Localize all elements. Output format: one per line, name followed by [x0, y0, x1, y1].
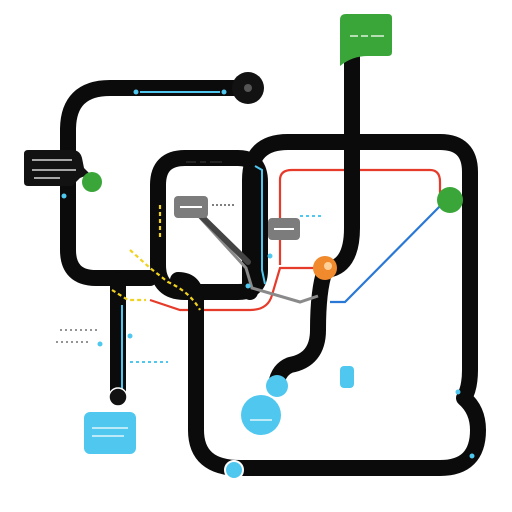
track-dot: [267, 253, 273, 259]
dark-diagonal: [197, 212, 251, 265]
track-dot: [245, 283, 251, 289]
blue-pill: [340, 366, 354, 388]
left-speech-callout: [24, 150, 90, 186]
track-dot: [455, 389, 461, 395]
red-line: [278, 168, 442, 265]
track-dot: [127, 333, 133, 339]
track-dot: [97, 341, 103, 347]
blue-rounded-box: [84, 412, 136, 454]
dashed-ticks: [130, 215, 322, 363]
gray-plaques: [174, 196, 300, 240]
track-upper-left-loop: [60, 80, 256, 286]
callout-glyphs: [32, 159, 76, 179]
track-dot: [133, 89, 139, 95]
accent-lines: [121, 91, 266, 390]
frame-accent-line: [254, 165, 266, 285]
bottom-small-station: [224, 460, 244, 480]
track-dot: [469, 453, 475, 459]
blue-box-glyphs: [92, 427, 128, 437]
orange-interchange-core: [324, 262, 332, 270]
top-green-label: [340, 14, 392, 66]
blue-station-large: [241, 395, 281, 435]
plaque-glyphs: [180, 206, 294, 230]
left-small-label: [56, 329, 100, 343]
track-right-loop: [170, 134, 486, 476]
green-station-right: [437, 187, 463, 213]
track-vertical-green: [268, 42, 360, 393]
blue-station-small: [266, 375, 288, 397]
gray-diagonal: [193, 210, 319, 304]
green-station-left: [82, 172, 102, 192]
track-center-frame: [150, 150, 268, 300]
track-dot: [221, 89, 227, 95]
track-dots: [61, 89, 475, 459]
green-label-shape: [340, 14, 392, 66]
top-dark-station-core: [244, 84, 252, 92]
track-dot: [61, 193, 67, 199]
black-tracks: [60, 42, 486, 476]
callout-shape: [24, 150, 90, 186]
ring-station: [108, 387, 128, 407]
blue-line: [330, 197, 449, 304]
yellow-line: [111, 205, 201, 311]
stations: [61, 72, 475, 480]
